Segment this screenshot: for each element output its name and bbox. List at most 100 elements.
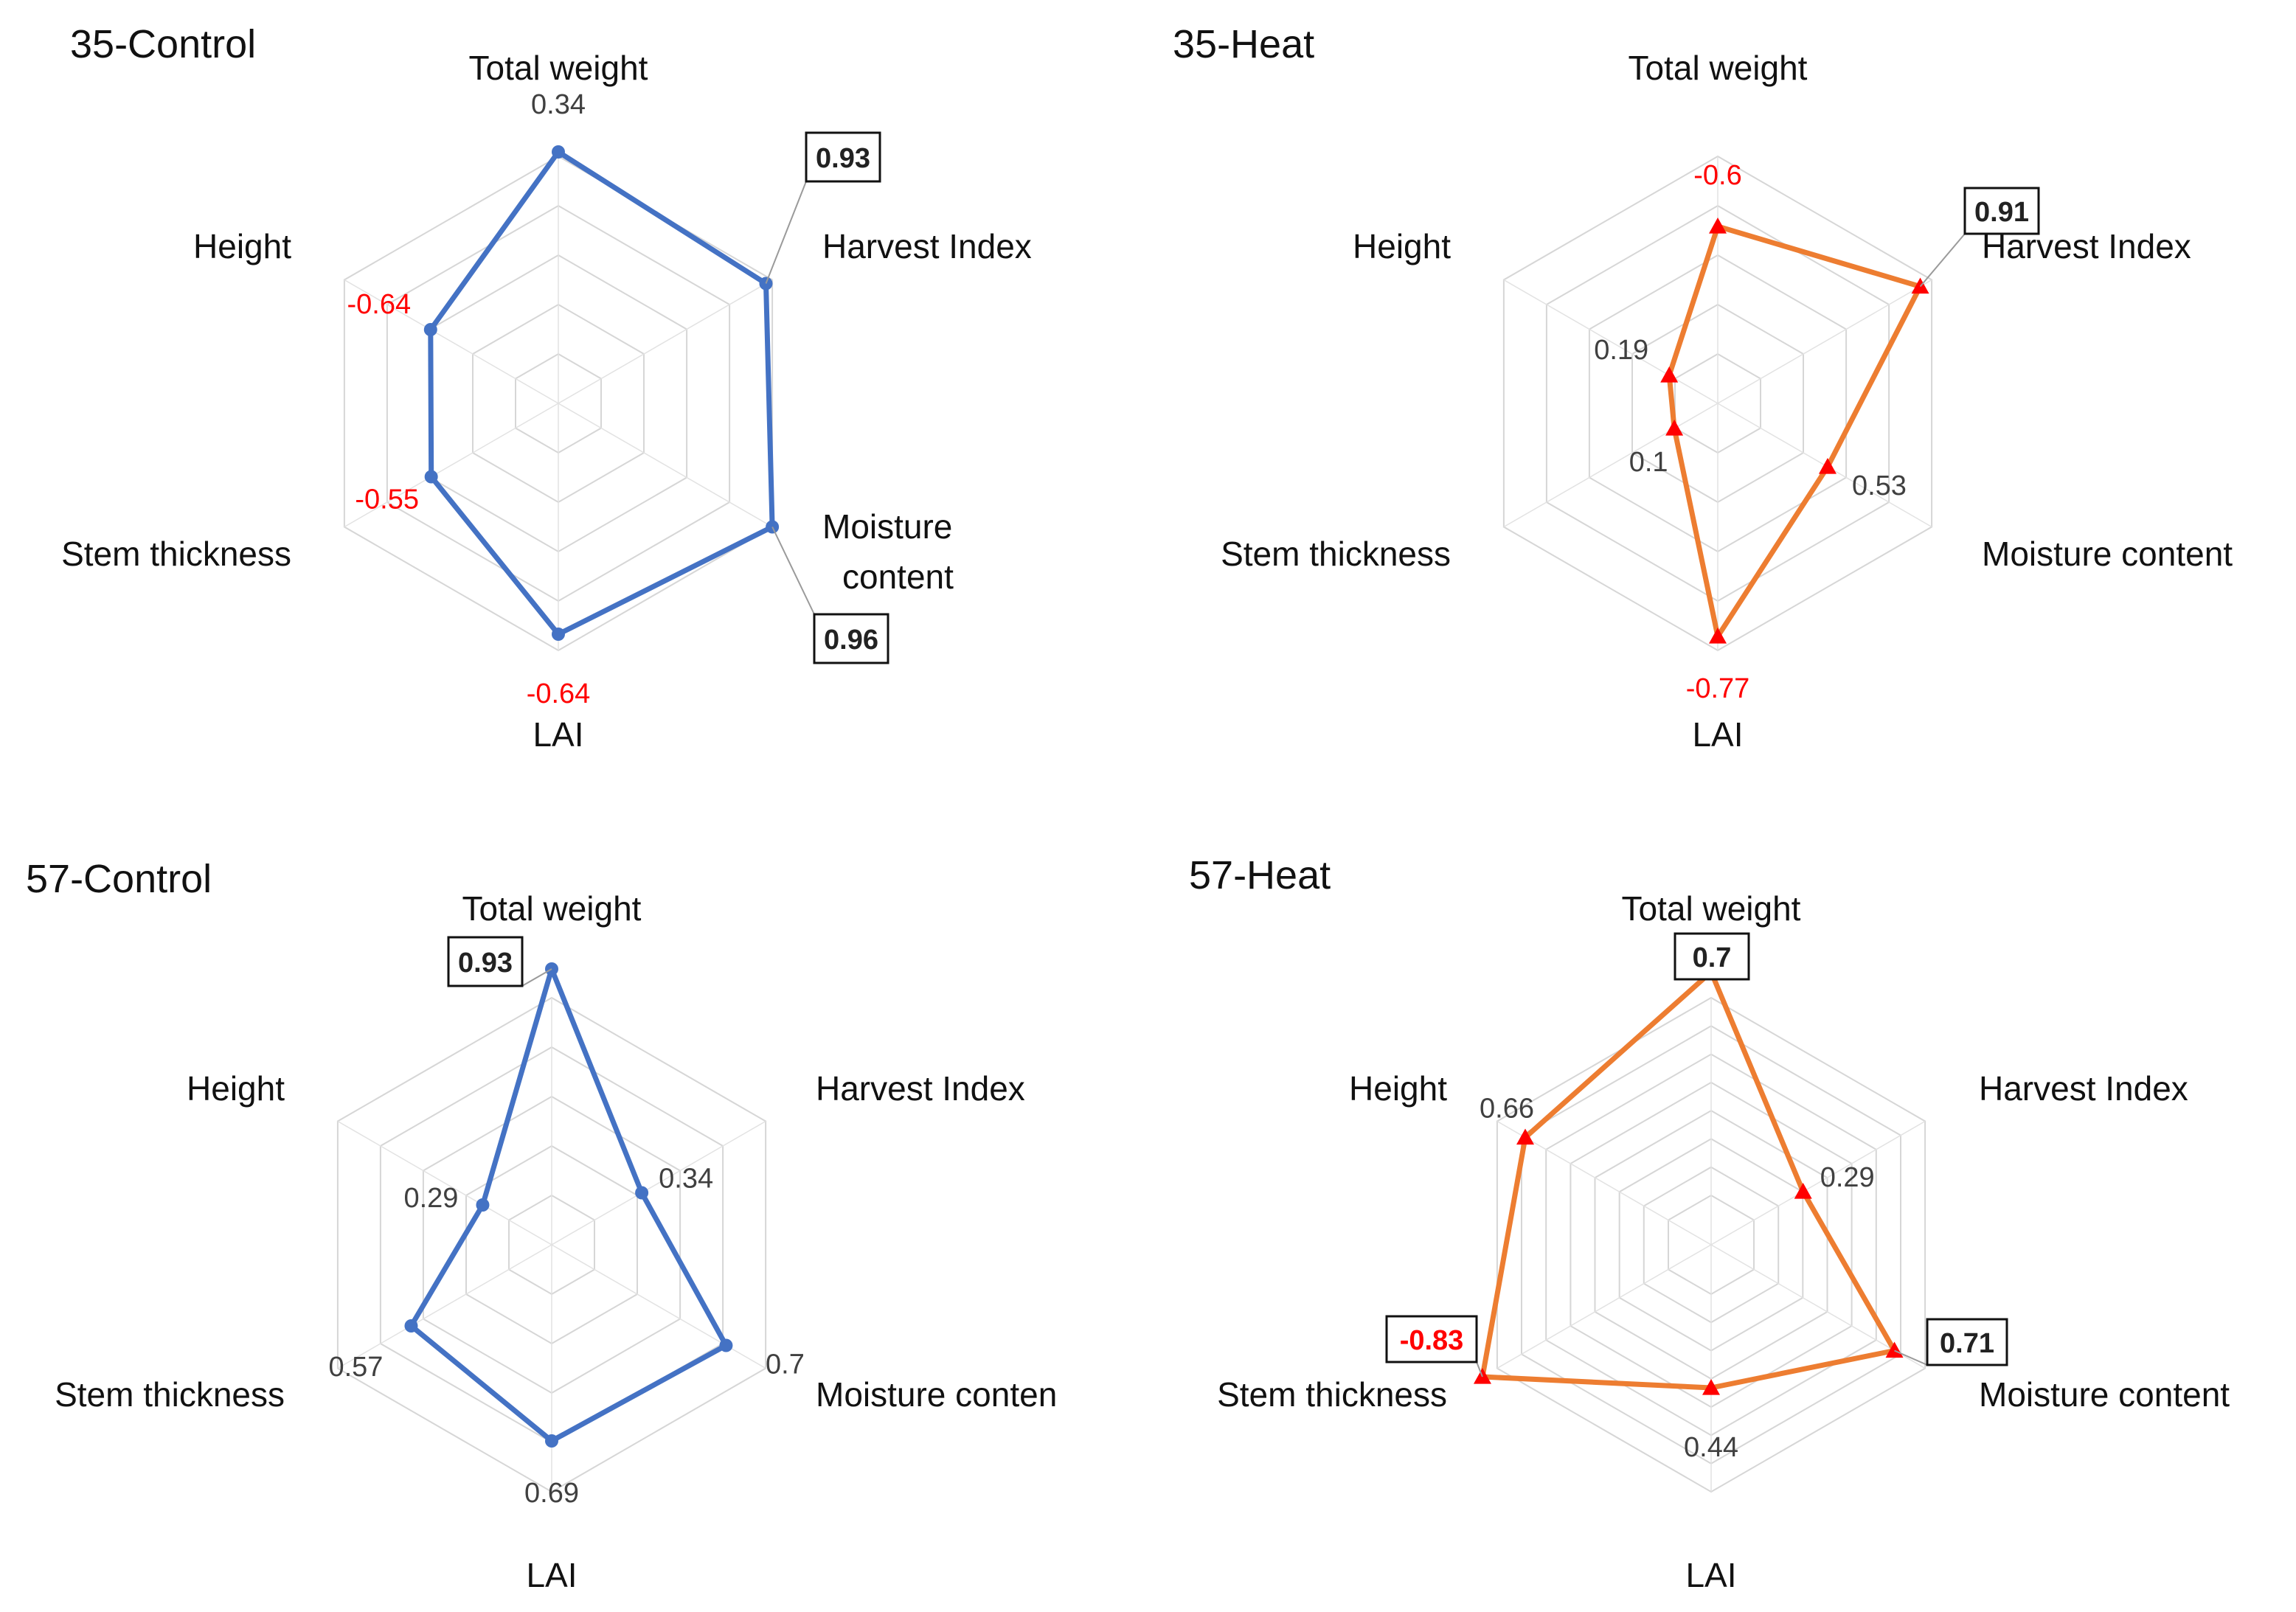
data-point-height — [423, 323, 437, 336]
leader-line — [1919, 233, 1966, 288]
value-label-stem-thickness: -0.83 — [1400, 1325, 1464, 1356]
value-label-moisture-content: 0.71 — [1940, 1328, 1994, 1359]
axis-spoke — [1710, 1244, 1926, 1369]
axis-label-total-weight: Total weight — [469, 49, 648, 87]
axis-label-stem-thickness: Stem thickness — [1221, 535, 1451, 573]
axis-label-stem-thickness: Stem thickness — [61, 535, 291, 573]
leader-line — [771, 527, 815, 615]
axis-spoke — [344, 279, 559, 404]
value-label-box — [1926, 1318, 2008, 1366]
value-label-total-weight: -0.6 — [1693, 160, 1741, 191]
axis-label-lai: LAI — [533, 715, 583, 754]
value-label-harvest-index: 0.29 — [1820, 1162, 1875, 1193]
axis-label-lai: LAI — [526, 1556, 577, 1594]
panel-title-57-control: 57-Control — [26, 857, 212, 901]
axis-label-height: Height — [1353, 227, 1451, 265]
data-point-stem-thickness — [1665, 420, 1684, 436]
axis-spoke — [558, 403, 773, 528]
value-label-box — [805, 131, 881, 183]
data-point-stem-thickness — [404, 1319, 418, 1333]
leader-line — [765, 181, 807, 284]
axis-spoke — [1496, 1244, 1712, 1369]
data-point-lai — [552, 628, 565, 641]
panel-title-35-control: 35-Control — [70, 22, 256, 66]
value-label-stem-thickness: 0.57 — [328, 1352, 383, 1383]
data-point-height — [1660, 366, 1679, 383]
data-point-lai — [1709, 628, 1727, 644]
value-label-box — [447, 936, 524, 987]
value-label-harvest-index: 0.93 — [816, 143, 870, 174]
axis-spoke — [1503, 403, 1718, 528]
axis-spoke — [337, 1120, 552, 1246]
axis-spoke — [1503, 279, 1718, 404]
data-point-height — [476, 1198, 490, 1212]
panel-title-57-heat: 57-Heat — [1189, 853, 1331, 897]
axis-label-lai: LAI — [1692, 715, 1743, 754]
leader-line — [1476, 1361, 1483, 1378]
data-point-stem-thickness — [424, 470, 438, 484]
radar-panel-57-control: 57-Control Total weight Harvest Index Moist… — [26, 857, 1057, 1594]
axis-spoke — [344, 403, 559, 528]
axis-label-total-weight: Total weight — [1622, 889, 1801, 928]
value-label-height: 0.66 — [1480, 1094, 1534, 1125]
data-point-moisture-content — [1885, 1341, 1904, 1358]
axis-label-total-weight: Total weight — [462, 889, 642, 928]
axis-label-moisture-content: Moisture content — [1979, 1375, 2230, 1414]
panel-title-35-heat: 35-Heat — [1173, 22, 1314, 66]
axis-spoke — [1710, 1120, 1926, 1246]
leader-line — [521, 968, 552, 987]
value-label-moisture-content: 0.53 — [1852, 470, 1907, 501]
axis-label-stem-thickness: Stem thickness — [55, 1375, 285, 1414]
axis-label-height: Height — [193, 227, 291, 265]
value-label-stem-thickness: -0.55 — [355, 484, 419, 515]
leader-line — [1894, 1349, 1928, 1366]
axis-label-moisture-content: Moisture content — [822, 507, 954, 596]
axis-label-moisture-content: Moisture conten — [816, 1375, 1057, 1414]
radar-panel-57-heat: 57-Heat Total weight Harvest Index Moisture… — [1189, 853, 2230, 1594]
data-point-harvest-index — [635, 1186, 649, 1200]
data-point-lai — [545, 1434, 558, 1448]
value-label-lai: 0.44 — [1684, 1432, 1738, 1463]
axis-spoke — [551, 1120, 766, 1246]
value-label-lai: -0.64 — [527, 678, 591, 709]
axis-label-harvest-index: Harvest Index — [816, 1069, 1025, 1108]
value-label-harvest-index: 0.34 — [659, 1164, 713, 1195]
data-point-total-weight — [552, 145, 565, 159]
axis-label-total-weight: Total weight — [1629, 49, 1808, 87]
value-label-total-weight: 0.7 — [1693, 942, 1732, 973]
data-point-height — [1516, 1128, 1534, 1145]
axis-spoke — [551, 1244, 766, 1369]
data-point-moisture-content — [719, 1338, 733, 1352]
axis-spoke — [1717, 279, 1932, 404]
axis-label-height: Height — [1349, 1069, 1447, 1108]
data-point-lai — [1702, 1379, 1720, 1395]
value-label-moisture-content: 0.96 — [824, 625, 878, 656]
radar-panel-35-control: 35-Control Total weight Harvest Index Moist… — [61, 22, 1032, 754]
axis-label-stem-thickness: Stem thickness — [1217, 1375, 1447, 1414]
data-point-moisture-content — [1818, 458, 1837, 474]
axis-label-moisture-content: Moisture content — [1982, 535, 2233, 573]
series-line — [1666, 223, 1923, 639]
value-label-box — [1674, 932, 1750, 981]
value-label-box — [813, 613, 889, 664]
value-label-total-weight: 0.93 — [458, 948, 513, 979]
value-label-stem-thickness: 0.1 — [1629, 447, 1668, 478]
data-point-harvest-index — [1794, 1183, 1812, 1199]
value-label-lai: 0.69 — [524, 1478, 579, 1509]
axis-label-lai: LAI — [1685, 1556, 1736, 1594]
axis-label-harvest-index: Harvest Index — [1979, 1069, 2188, 1108]
axis-label-harvest-index: Harvest Index — [822, 227, 1032, 265]
axis-spoke — [558, 279, 773, 404]
value-label-box — [1963, 187, 2040, 235]
value-label-harvest-index: 0.91 — [1974, 197, 2029, 228]
value-label-height: 0.19 — [1594, 335, 1648, 366]
axis-spoke — [337, 1244, 552, 1369]
axis-label-height: Height — [187, 1069, 285, 1108]
value-label-total-weight: 0.34 — [531, 89, 586, 120]
value-label-height: -0.64 — [347, 289, 411, 320]
value-label-height: 0.29 — [403, 1183, 458, 1214]
axis-spoke — [1496, 1120, 1712, 1246]
data-point-total-weight — [1709, 218, 1727, 234]
